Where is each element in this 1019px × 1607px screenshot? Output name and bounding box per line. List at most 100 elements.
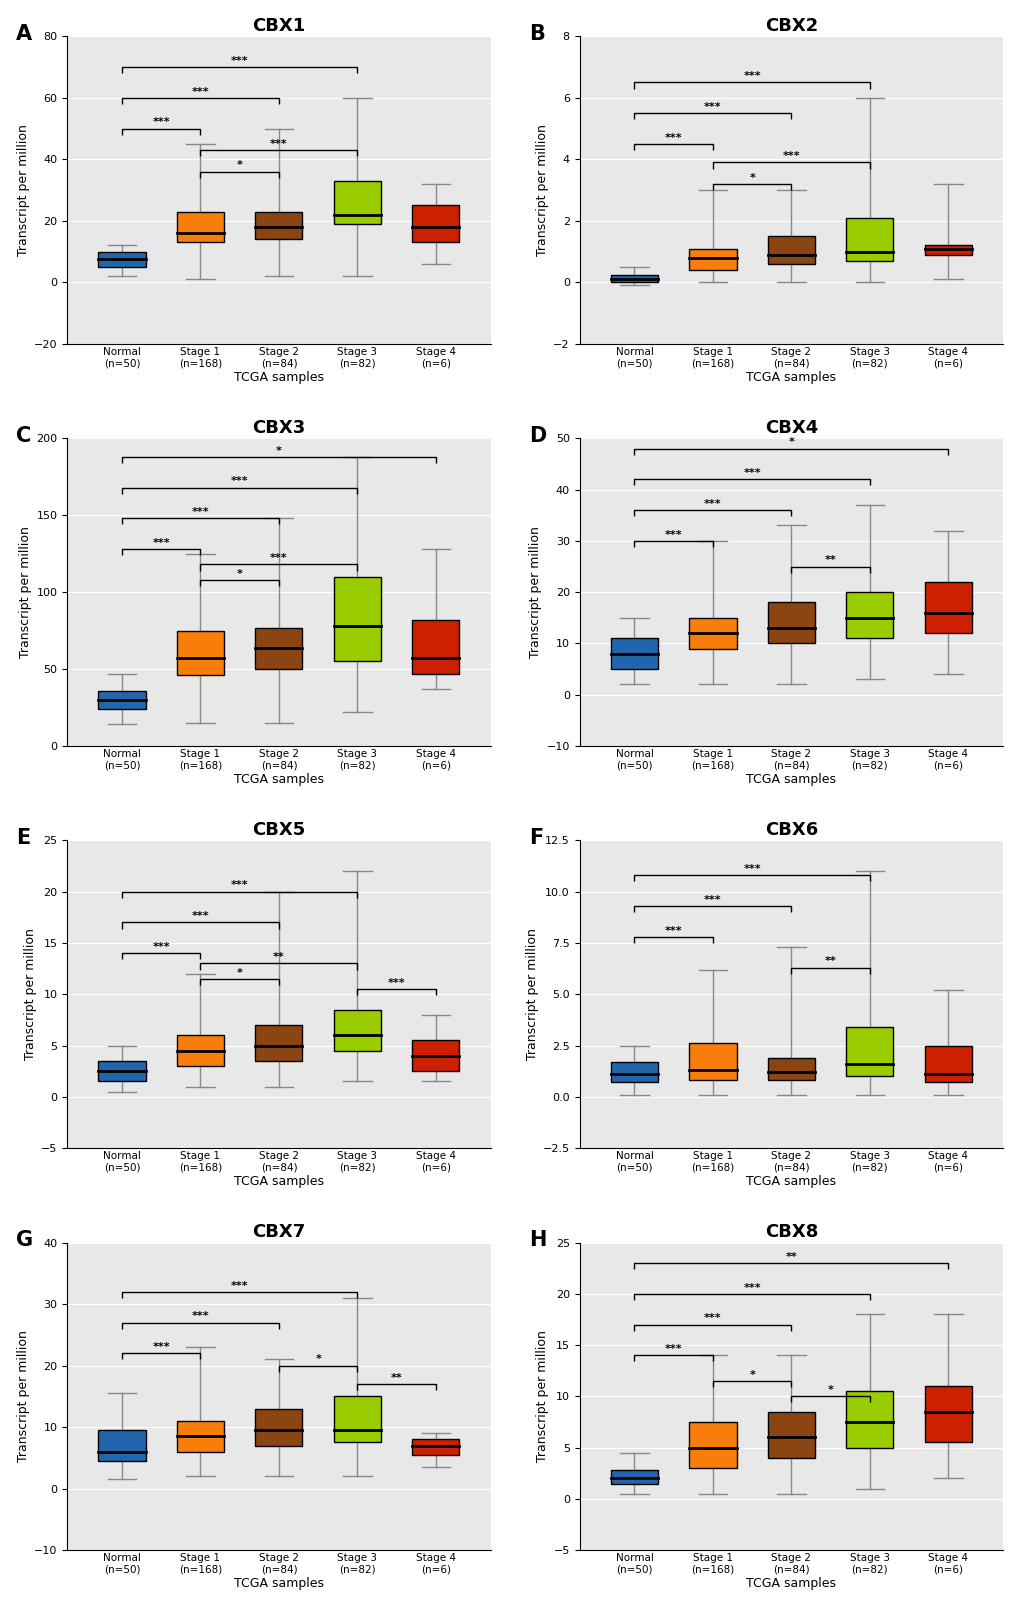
Text: B: B [528,24,544,43]
FancyBboxPatch shape [333,1396,380,1443]
Text: ***: *** [230,1281,249,1290]
FancyBboxPatch shape [412,206,459,243]
X-axis label: TCGA samples: TCGA samples [746,1175,836,1188]
Y-axis label: Transcript per million: Transcript per million [536,1331,549,1462]
FancyBboxPatch shape [846,217,893,260]
Text: ***: *** [192,508,209,517]
FancyBboxPatch shape [99,691,146,709]
Text: **: ** [824,956,836,966]
FancyBboxPatch shape [689,617,736,649]
Text: ***: *** [152,942,170,951]
Text: *: * [788,437,794,447]
FancyBboxPatch shape [846,1027,893,1077]
X-axis label: TCGA samples: TCGA samples [233,773,324,786]
Text: ***: *** [703,895,721,905]
FancyBboxPatch shape [610,638,657,669]
Title: CBX1: CBX1 [252,16,306,35]
Text: **: ** [390,1372,403,1382]
X-axis label: TCGA samples: TCGA samples [746,773,836,786]
Y-axis label: Transcript per million: Transcript per million [536,124,548,256]
FancyBboxPatch shape [610,275,657,283]
FancyBboxPatch shape [412,1440,459,1454]
Text: ***: *** [743,1282,760,1292]
Title: CBX6: CBX6 [764,821,817,839]
Text: **: ** [273,953,284,963]
Text: ***: *** [664,133,682,143]
Text: ***: *** [703,101,721,112]
Text: H: H [528,1231,545,1250]
Y-axis label: Transcript per million: Transcript per million [525,929,538,1061]
FancyBboxPatch shape [255,212,303,239]
Title: CBX7: CBX7 [252,1223,306,1241]
Title: CBX3: CBX3 [252,419,306,437]
Text: *: * [236,161,243,170]
Text: ***: *** [152,538,170,548]
FancyBboxPatch shape [924,1387,971,1443]
FancyBboxPatch shape [333,1009,380,1051]
FancyBboxPatch shape [176,212,224,243]
Text: *: * [236,967,243,977]
FancyBboxPatch shape [846,1392,893,1448]
Text: **: ** [785,1252,797,1261]
FancyBboxPatch shape [689,1422,736,1469]
FancyBboxPatch shape [255,627,303,669]
Y-axis label: Transcript per million: Transcript per million [23,929,37,1061]
FancyBboxPatch shape [689,1043,736,1080]
Y-axis label: Transcript per million: Transcript per million [529,525,542,659]
FancyBboxPatch shape [176,1035,224,1065]
FancyBboxPatch shape [333,182,380,223]
Y-axis label: Transcript per million: Transcript per million [16,124,30,256]
Title: CBX2: CBX2 [764,16,817,35]
Text: ***: *** [703,498,721,509]
Text: **: ** [824,556,836,566]
Text: ***: *** [152,117,170,127]
Text: ***: *** [230,881,249,890]
Text: ***: *** [270,138,287,149]
Text: ***: *** [152,1342,170,1351]
Text: ***: *** [703,1313,721,1323]
X-axis label: TCGA samples: TCGA samples [233,1175,324,1188]
FancyBboxPatch shape [412,1040,459,1072]
FancyBboxPatch shape [333,577,380,662]
FancyBboxPatch shape [99,252,146,267]
Text: ***: *** [192,87,209,96]
FancyBboxPatch shape [689,249,736,270]
Text: G: G [16,1231,34,1250]
FancyBboxPatch shape [176,1421,224,1451]
FancyBboxPatch shape [767,236,814,264]
Text: ***: *** [230,476,249,487]
Text: *: * [827,1385,833,1395]
Text: *: * [315,1355,321,1364]
FancyBboxPatch shape [610,1062,657,1083]
Text: ***: *** [270,553,287,562]
FancyBboxPatch shape [610,1470,657,1483]
FancyBboxPatch shape [767,1057,814,1080]
Text: *: * [749,1369,754,1380]
FancyBboxPatch shape [846,591,893,638]
Text: ***: *** [664,926,682,935]
Text: C: C [16,426,32,447]
Text: ***: *** [743,71,760,80]
FancyBboxPatch shape [176,630,224,675]
Y-axis label: Transcript per million: Transcript per million [16,1331,30,1462]
FancyBboxPatch shape [255,1409,303,1446]
Text: ***: *** [192,1311,209,1321]
Title: CBX5: CBX5 [252,821,306,839]
X-axis label: TCGA samples: TCGA samples [746,371,836,384]
Title: CBX4: CBX4 [764,419,817,437]
FancyBboxPatch shape [255,1025,303,1061]
Text: E: E [16,828,31,848]
X-axis label: TCGA samples: TCGA samples [233,1578,324,1591]
Title: CBX8: CBX8 [764,1223,817,1241]
FancyBboxPatch shape [767,603,814,643]
Text: ***: *** [743,468,760,479]
Text: *: * [276,445,281,455]
Text: ***: *** [192,911,209,921]
Text: ***: *** [387,979,406,988]
Text: *: * [749,172,754,183]
X-axis label: TCGA samples: TCGA samples [233,371,324,384]
Text: ***: *** [743,865,760,874]
Text: A: A [16,24,33,43]
FancyBboxPatch shape [99,1061,146,1082]
FancyBboxPatch shape [924,582,971,633]
